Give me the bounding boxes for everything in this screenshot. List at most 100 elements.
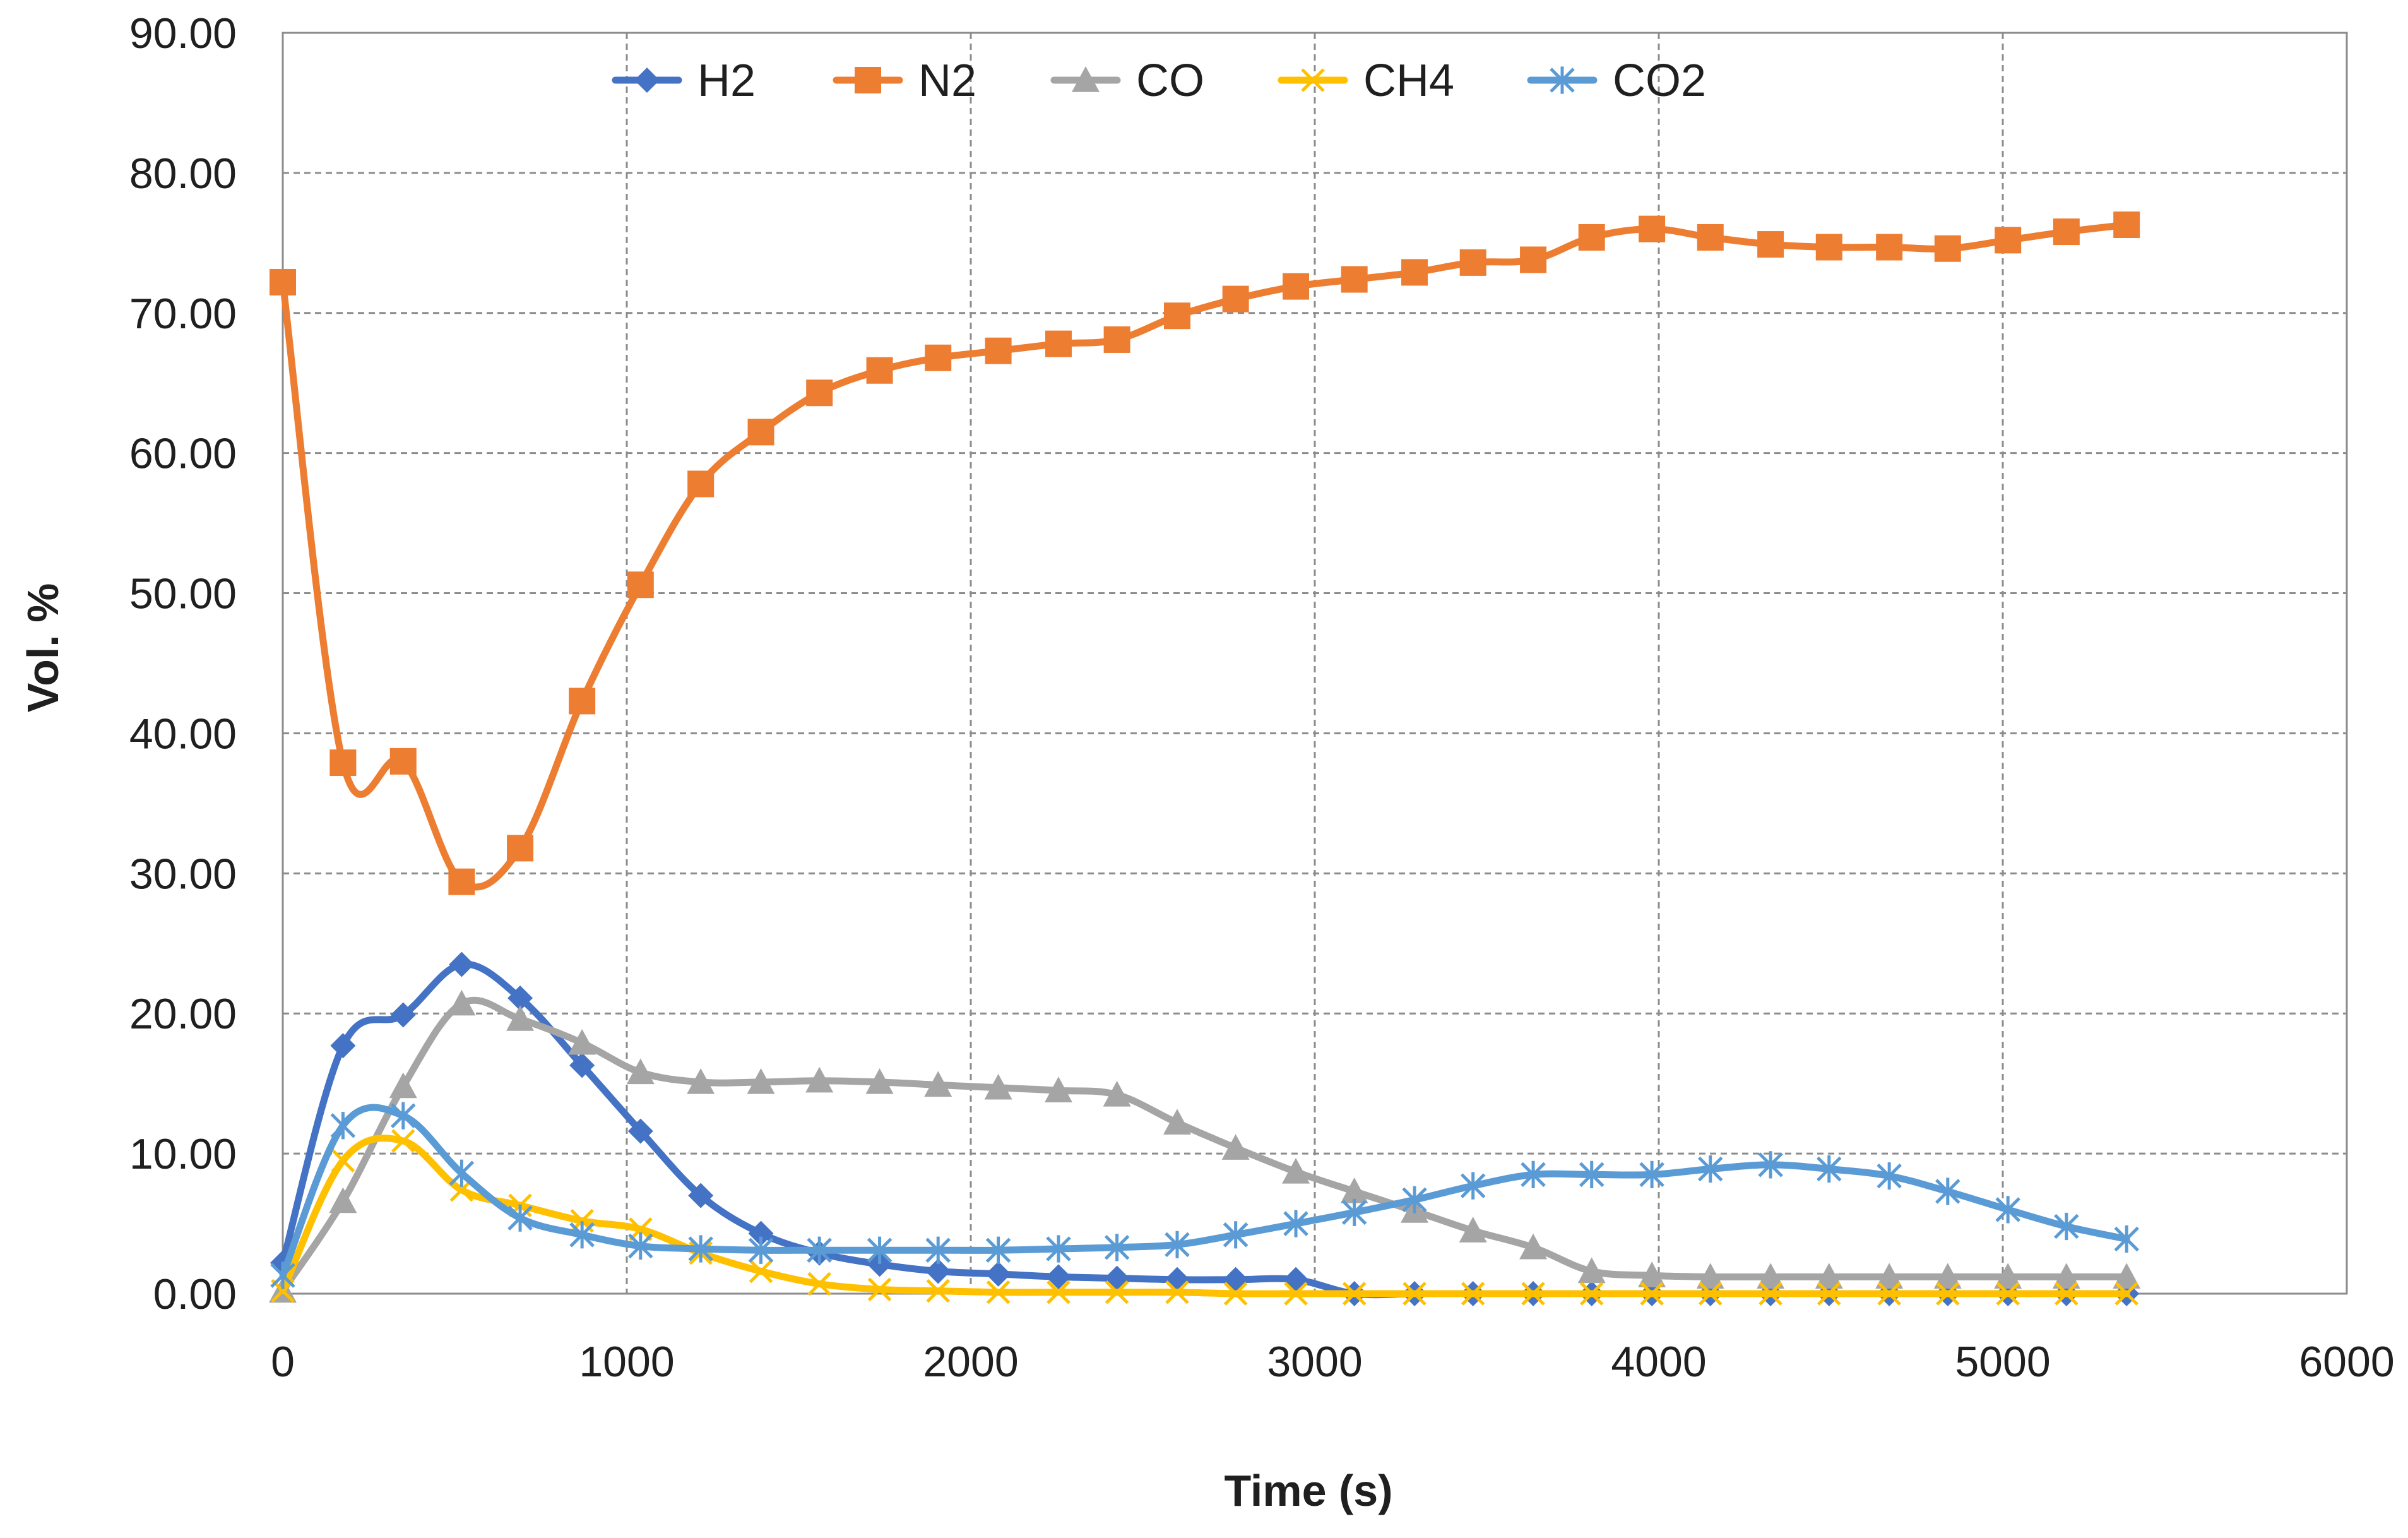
legend-item-n2[interactable]: N2 (833, 56, 976, 106)
data-point-co2 (748, 1236, 774, 1264)
data-point-ch4 (1521, 1282, 1545, 1306)
data-point-co (1757, 1263, 1785, 1289)
data-point-h2 (985, 1261, 1011, 1287)
data-point-ch4 (1223, 1282, 1248, 1306)
data-point-co2 (1639, 1160, 1664, 1188)
series-n2 (270, 211, 2140, 895)
data-point-n2 (2113, 211, 2140, 238)
x-tick-label: 3000 (1267, 1338, 1362, 1386)
data-point-co2 (1104, 1234, 1130, 1261)
data-point-n2 (1401, 259, 1428, 286)
y-tick-label: 10.00 (129, 1130, 237, 1178)
data-point-co2 (1697, 1155, 1723, 1183)
y-axis-ticks: 0.00 10.00 20.00 30.00 40.00 50.00 60.00 70.00 8… (129, 9, 237, 1318)
data-point-n2 (747, 419, 774, 446)
data-point-n2 (1934, 235, 1961, 262)
data-point-co (626, 1058, 655, 1085)
data-point-ch4 (1698, 1282, 1723, 1306)
data-point-h2 (390, 1002, 416, 1028)
data-point-h2 (925, 1258, 951, 1284)
y-tick-label: 90.00 (129, 9, 237, 57)
data-point-co2 (1223, 1221, 1248, 1249)
data-point-n2 (687, 470, 715, 498)
data-point-co (1103, 1080, 1131, 1107)
data-point-n2 (1164, 302, 1190, 330)
data-point-co (1519, 1233, 1548, 1260)
y-tick-label: 0.00 (153, 1270, 237, 1318)
data-point-co (448, 989, 476, 1016)
data-point-n2 (270, 268, 296, 295)
data-point-ch4 (1579, 1282, 1604, 1306)
legend-item-ch4[interactable]: CH4 (1278, 56, 1454, 106)
data-point-co2 (449, 1159, 475, 1187)
data-point-n2 (1639, 215, 1666, 242)
data-point-co (2113, 1263, 2141, 1289)
data-point-co2 (569, 1221, 595, 1249)
data-point-n2 (2053, 218, 2080, 246)
data-point-h2 (748, 1220, 774, 1246)
data-point-n2 (1697, 224, 1724, 251)
data-point-ch4 (1996, 1282, 2020, 1306)
legend-swatch-marker (1301, 68, 1325, 92)
data-point-ch4 (1461, 1282, 1485, 1306)
x-tick-label: 1000 (579, 1338, 674, 1386)
data-point-h2 (688, 1183, 714, 1208)
data-point-co2 (270, 1261, 295, 1289)
data-point-co (687, 1068, 715, 1094)
y-tick-label: 80.00 (129, 150, 237, 198)
data-point-co2 (925, 1236, 951, 1264)
data-point-co (1221, 1134, 1250, 1160)
series-ch4 (271, 1129, 2138, 1306)
data-point-ch4 (1047, 1280, 1071, 1304)
data-point-ch4 (2114, 1282, 2138, 1306)
data-point-co2 (390, 1102, 416, 1130)
data-point-co (1282, 1157, 1310, 1184)
data-point-co2 (1817, 1155, 1842, 1183)
legend-item-h2[interactable]: H2 (612, 56, 756, 106)
data-point-co2 (1758, 1151, 1783, 1179)
data-point-ch4 (1817, 1282, 1841, 1306)
y-tick-label: 40.00 (129, 710, 237, 758)
legend-label: CO2 (1613, 56, 1706, 106)
data-point-co2 (1165, 1231, 1190, 1258)
x-axis-title: Time (s) (1224, 1466, 1392, 1515)
data-point-n2 (1459, 249, 1486, 276)
data-point-n2 (1876, 234, 1903, 261)
data-point-co2 (1283, 1210, 1308, 1237)
data-point-ch4 (926, 1279, 950, 1303)
data-point-n2 (448, 868, 475, 895)
legend[interactable]: H2 N2 CO CH4 CO2 (612, 56, 1706, 106)
data-point-co (1815, 1263, 1843, 1289)
x-tick-label: 0 (271, 1338, 295, 1386)
data-point-co2 (628, 1232, 653, 1260)
data-point-ch4 (807, 1272, 831, 1296)
legend-item-co2[interactable]: CO2 (1527, 56, 1706, 106)
data-point-n2 (1222, 285, 1249, 313)
data-point-co (389, 1072, 417, 1099)
data-point-ch4 (1877, 1282, 1901, 1306)
y-tick-label: 70.00 (129, 290, 237, 338)
data-point-h2 (449, 951, 475, 977)
legend-swatch-marker (855, 67, 881, 93)
x-tick-label: 5000 (1955, 1338, 2050, 1386)
data-point-co2 (1046, 1235, 1071, 1263)
series-co2 (270, 1102, 2139, 1289)
data-point-co2 (867, 1236, 893, 1264)
y-tick-label: 60.00 (129, 430, 237, 478)
data-point-co (329, 1187, 357, 1213)
data-point-n2 (806, 379, 833, 407)
data-point-co2 (1460, 1172, 1486, 1200)
data-point-n2 (925, 344, 952, 371)
y-tick-label: 30.00 (129, 850, 237, 898)
data-point-n2 (1045, 330, 1072, 357)
data-point-ch4 (1936, 1282, 1960, 1306)
data-point-co2 (1935, 1177, 1960, 1205)
legend-label: N2 (918, 56, 976, 106)
legend-label: CO (1136, 56, 1204, 106)
data-point-ch4 (867, 1277, 892, 1302)
legend-item-co[interactable]: CO (1050, 56, 1204, 106)
legend-swatch-marker (634, 68, 660, 93)
legend-label: CH4 (1363, 56, 1454, 106)
